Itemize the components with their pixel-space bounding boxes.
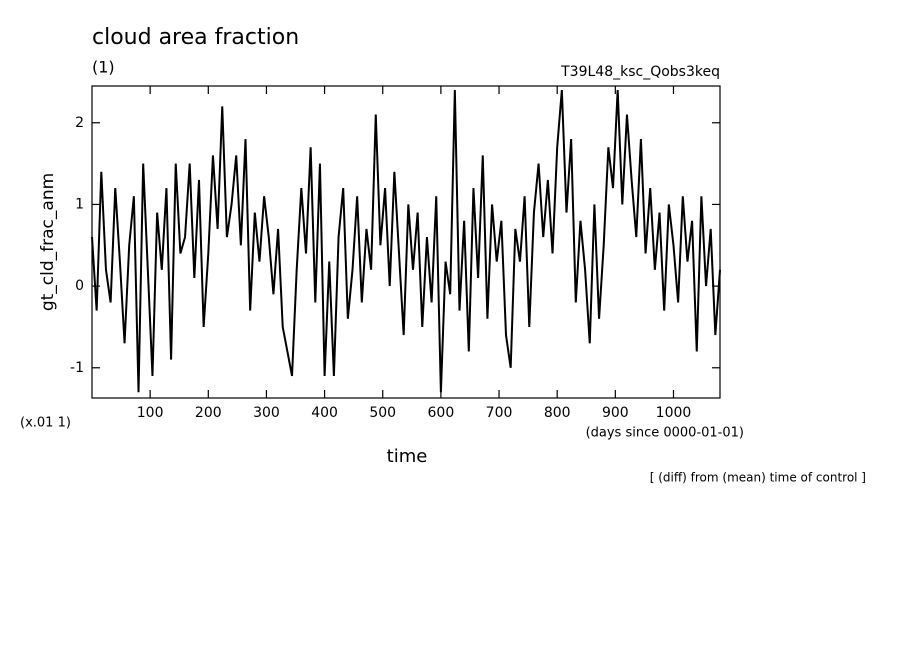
- run-label: T39L48_ksc_Qobs3keq: [560, 64, 720, 80]
- y-tick-label: 2: [75, 115, 84, 131]
- x-tick-label: 700: [486, 405, 513, 421]
- x-tick-label: 400: [311, 405, 338, 421]
- y-tick-label: 0: [75, 278, 84, 294]
- y-tick-label: 1: [75, 196, 84, 212]
- x-tick-label: 600: [428, 405, 455, 421]
- x-tick-label: 500: [369, 405, 396, 421]
- x-tick-label: 200: [195, 405, 222, 421]
- chart-title: cloud area fraction: [92, 25, 299, 50]
- x-tick-label: 900: [602, 405, 629, 421]
- data-line: [91, 89, 721, 393]
- y-axis-label: gt_cld_frac_anm: [38, 173, 58, 311]
- chart-subtitle: (1): [92, 58, 115, 77]
- x-unit: (days since 0000-01-01): [586, 426, 744, 441]
- x-tick-label: 300: [253, 405, 280, 421]
- x-tick-label: 100: [137, 405, 164, 421]
- y-unit: (x.01 1): [20, 416, 71, 431]
- x-axis-label: time: [387, 446, 428, 467]
- y-tick-label: -1: [70, 360, 84, 376]
- footnote: [ (diff) from (mean) time of control ]: [650, 471, 866, 485]
- x-tick-label: 1000: [656, 405, 692, 421]
- x-tick-label: 800: [544, 405, 571, 421]
